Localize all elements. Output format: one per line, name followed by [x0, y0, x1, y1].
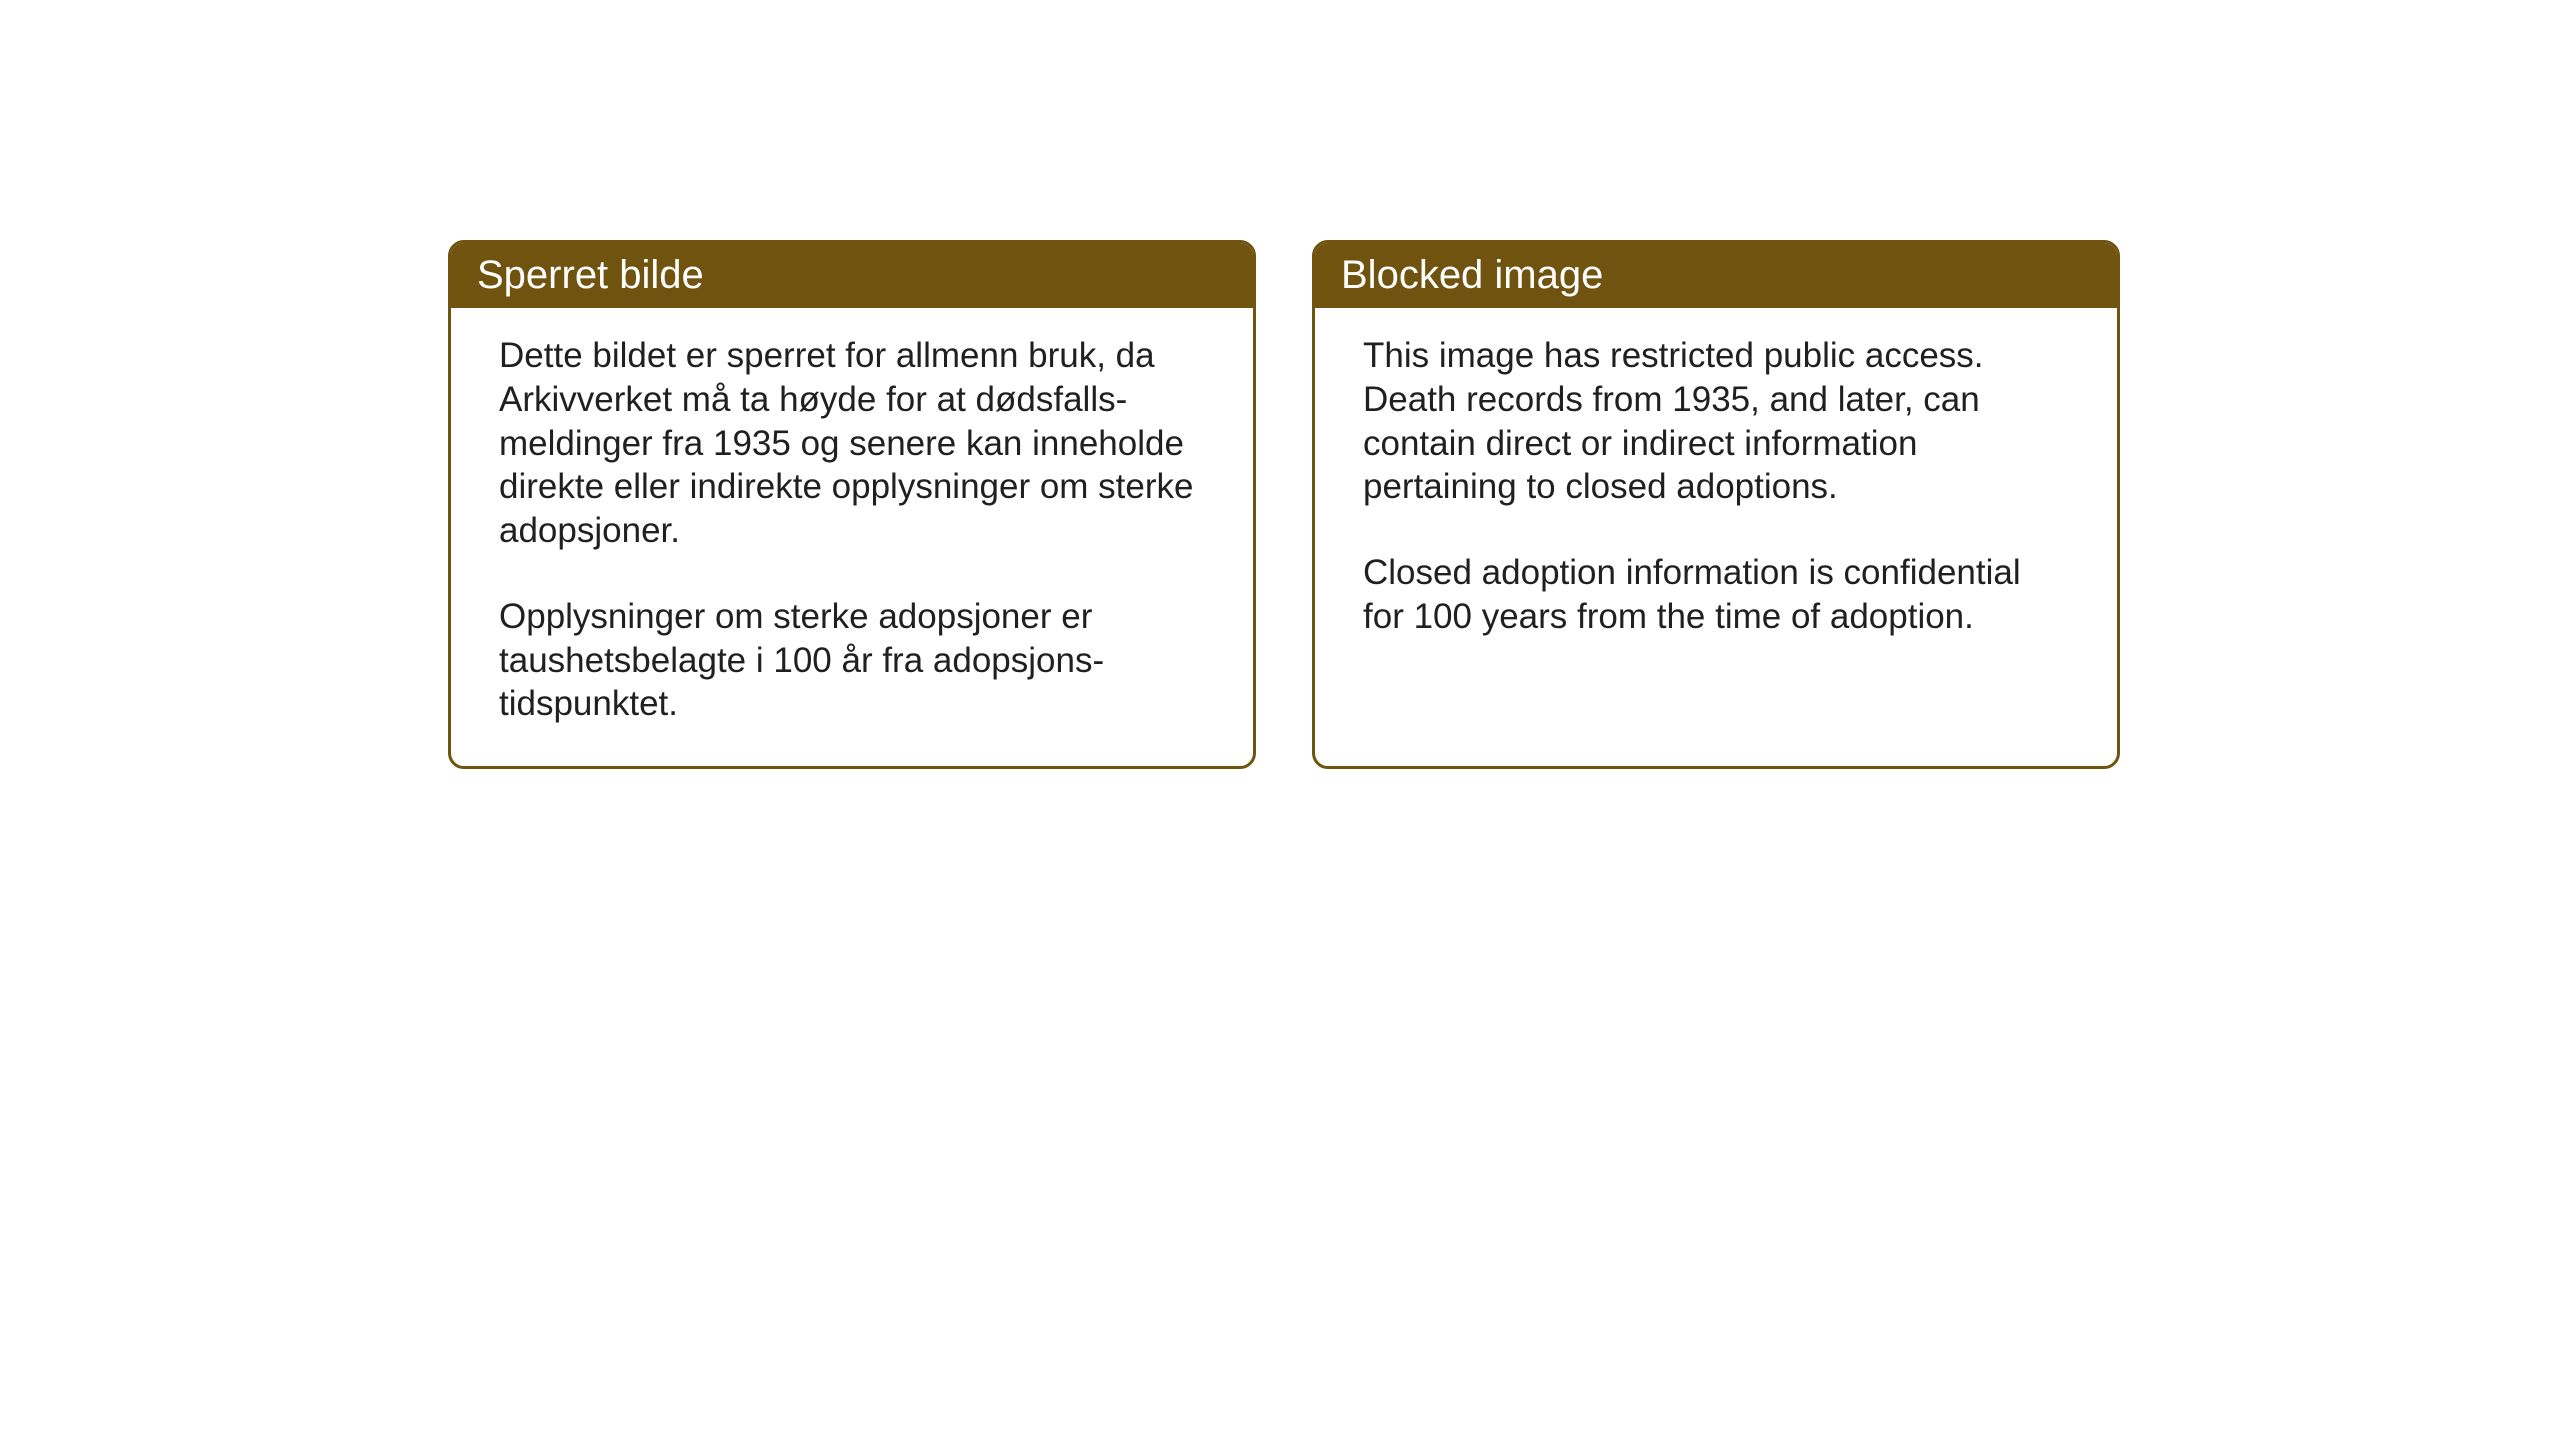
card-header-english: Blocked image	[1315, 243, 2117, 308]
card-body-english: This image has restricted public access.…	[1315, 308, 2117, 738]
card-header-norwegian: Sperret bilde	[451, 243, 1253, 308]
card-paragraph-english-2: Closed adoption information is confident…	[1363, 551, 2069, 639]
card-paragraph-norwegian-1: Dette bildet er sperret for allmenn bruk…	[499, 334, 1205, 553]
card-body-norwegian: Dette bildet er sperret for allmenn bruk…	[451, 308, 1253, 766]
notice-card-norwegian: Sperret bilde Dette bildet er sperret fo…	[448, 240, 1256, 769]
notice-card-english: Blocked image This image has restricted …	[1312, 240, 2120, 769]
card-paragraph-english-1: This image has restricted public access.…	[1363, 334, 2069, 509]
notice-cards-container: Sperret bilde Dette bildet er sperret fo…	[448, 240, 2120, 769]
card-paragraph-norwegian-2: Opplysninger om sterke adopsjoner er tau…	[499, 595, 1205, 726]
card-title-norwegian: Sperret bilde	[477, 253, 704, 297]
card-title-english: Blocked image	[1341, 253, 1603, 297]
